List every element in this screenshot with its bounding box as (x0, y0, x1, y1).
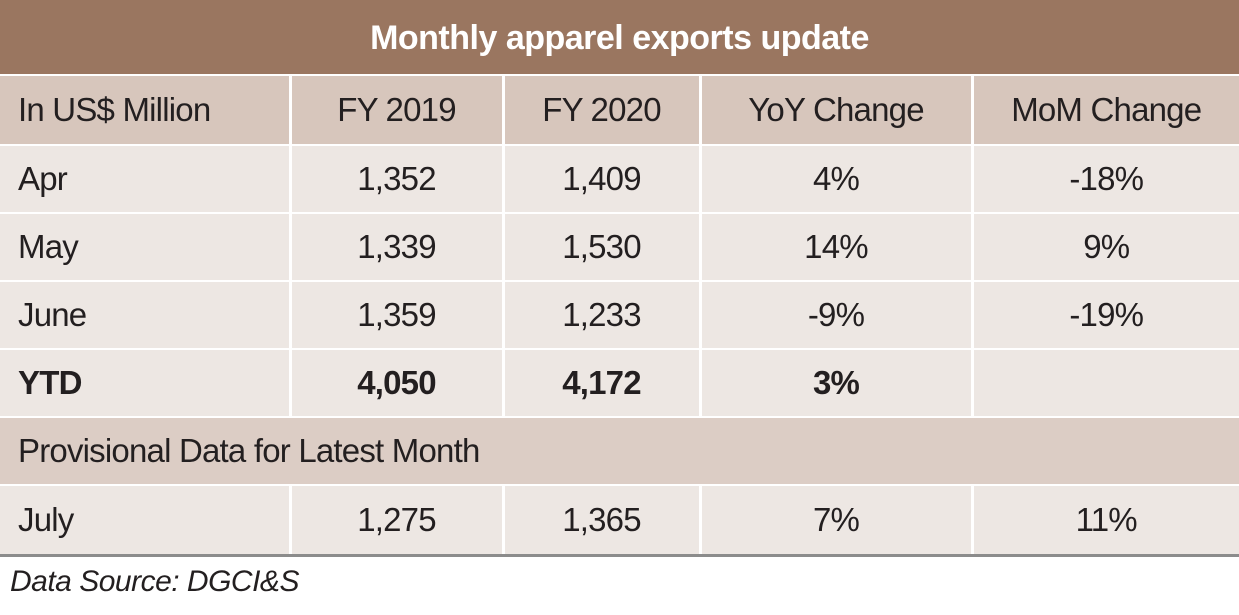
table-cell: July (0, 484, 290, 557)
table-row: June 1,359 1,233 -9% -19% (0, 280, 1239, 349)
table-cell: 1,365 (501, 484, 700, 557)
table-cell: YTD (0, 348, 290, 417)
column-header: MoM Change (970, 74, 1239, 145)
table-cell: 14% (698, 212, 972, 281)
table-cell: 1,530 (501, 212, 700, 281)
table-cell: 4,172 (501, 348, 700, 417)
table-cell: Apr (0, 144, 290, 213)
table-cell: -9% (698, 280, 972, 349)
table-row: May 1,339 1,530 14% 9% (0, 212, 1239, 281)
table-cell: May (0, 212, 290, 281)
table-cell: 7% (698, 484, 972, 557)
table-title: Monthly apparel exports update (0, 0, 1239, 74)
table-cell: 1,352 (288, 144, 503, 213)
table-cell: 1,339 (288, 212, 503, 281)
column-header: In US$ Million (0, 74, 290, 145)
header-row: In US$ Million FY 2019 FY 2020 YoY Change Mo… (0, 74, 1239, 145)
section-row: Provisional Data for Latest Month (0, 416, 1239, 485)
empty-cell (970, 348, 1239, 417)
table-cell: 1,409 (501, 144, 700, 213)
column-header: FY 2020 (501, 74, 700, 145)
table-row: Apr 1,352 1,409 4% -18% (0, 144, 1239, 213)
data-table: In US$ Million FY 2019 FY 2020 YoY Change Mo… (0, 74, 1239, 557)
table-row: July 1,275 1,365 7% 11% (0, 484, 1239, 557)
table-cell: -19% (970, 280, 1239, 349)
column-header: FY 2019 (288, 74, 503, 145)
table-cell: -18% (970, 144, 1239, 213)
table-row: YTD 4,050 4,172 3% (0, 348, 1239, 417)
table-cell: 1,233 (501, 280, 700, 349)
column-header: YoY Change (698, 74, 972, 145)
table-cell: 4% (698, 144, 972, 213)
table-cell: June (0, 280, 290, 349)
table-cell: 11% (970, 484, 1239, 557)
table-body: Apr 1,352 1,409 4% -18% May 1,339 1,530 14% 9% Jun… (0, 144, 1239, 557)
table-cell: 4,050 (288, 348, 503, 417)
table-cell: 9% (970, 212, 1239, 281)
section-label: Provisional Data for Latest Month (0, 416, 1239, 485)
table-cell: 1,359 (288, 280, 503, 349)
table-cell: 1,275 (288, 484, 503, 557)
table-cell: 3% (698, 348, 972, 417)
source-note: Data Source: DGCI&S (10, 565, 299, 598)
